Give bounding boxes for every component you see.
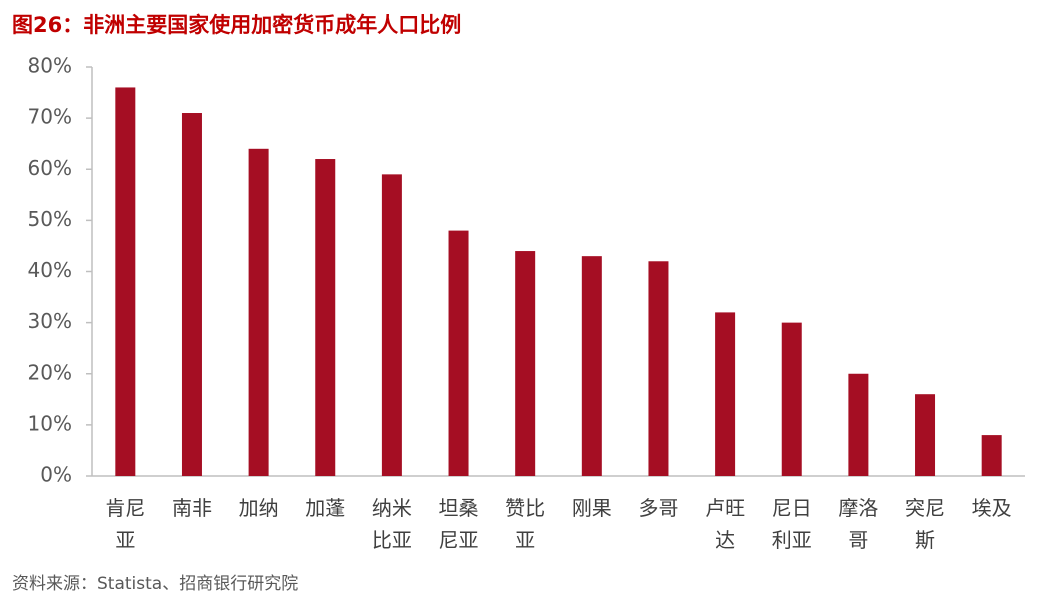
x-tick-label-line: 埃及	[972, 496, 1012, 520]
bar	[248, 148, 269, 477]
y-tick-label: 60%	[28, 156, 72, 180]
x-tick-label-line: 利亚	[772, 528, 812, 552]
x-tick-label-line: 刚果	[572, 496, 612, 520]
x-tick-label: 纳米比亚	[372, 496, 412, 552]
x-tick-label-line: 达	[715, 528, 735, 552]
x-tick-label-line: 南非	[172, 496, 212, 520]
x-tick-label-line: 亚	[515, 528, 535, 552]
y-tick-label: 70%	[28, 105, 72, 129]
x-tick-label: 埃及	[972, 496, 1012, 520]
x-tick-label-line: 肯尼	[105, 496, 145, 520]
x-tick-label: 加蓬	[305, 496, 345, 520]
x-tick-label: 刚果	[572, 496, 612, 520]
bar	[781, 322, 802, 476]
x-tick-label-line: 加蓬	[305, 496, 345, 520]
y-tick-label: 30%	[28, 309, 72, 333]
bar	[448, 230, 469, 476]
x-tick-label: 突尼斯	[905, 496, 945, 552]
x-tick-label-line: 坦桑	[439, 496, 479, 520]
source-note: 资料来源：Statista、招商银行研究院	[12, 574, 298, 594]
bar	[715, 312, 736, 476]
bar	[581, 256, 602, 476]
bar	[381, 174, 402, 477]
x-tick-label: 摩洛哥	[838, 496, 878, 552]
x-tick-label-line: 比亚	[372, 528, 412, 552]
chart-title: 图26：非洲主要国家使用加密货币成年人口比例	[12, 13, 461, 37]
y-tick-label: 20%	[28, 360, 72, 384]
x-tick-label: 加纳	[239, 496, 279, 520]
x-tick-label: 南非	[172, 496, 212, 520]
x-tick-label-line: 卢旺	[705, 496, 745, 520]
x-tick-label-line: 多哥	[638, 496, 678, 520]
x-tick-label-line: 赞比	[505, 496, 545, 520]
bar	[915, 394, 936, 476]
x-tick-label-line: 突尼	[905, 496, 945, 520]
x-tick-label-line: 亚	[115, 528, 135, 552]
x-tick-label: 多哥	[638, 496, 678, 520]
y-tick-label: 80%	[28, 54, 72, 78]
x-tick-label: 卢旺达	[705, 496, 745, 552]
x-tick-label-line: 摩洛	[838, 496, 878, 520]
x-tick-label-line: 加纳	[239, 496, 279, 520]
y-tick-label: 0%	[40, 463, 72, 487]
y-tick-label: 50%	[28, 207, 72, 231]
x-tick-label: 坦桑尼亚	[439, 496, 479, 552]
x-tick-label-line: 尼日	[772, 496, 812, 520]
bar	[515, 251, 536, 476]
x-tick-label-line: 尼亚	[439, 528, 479, 552]
x-tick-label: 尼日利亚	[772, 496, 812, 552]
x-tick-label-line: 哥	[848, 528, 868, 552]
bar	[315, 159, 336, 476]
y-tick-label: 10%	[28, 411, 72, 435]
bar	[115, 87, 136, 476]
y-tick-label: 40%	[28, 258, 72, 282]
bar	[981, 435, 1002, 476]
bar	[848, 373, 869, 476]
bar	[648, 261, 669, 476]
bar	[181, 113, 202, 476]
x-tick-label-line: 斯	[915, 528, 935, 552]
x-tick-label-line: 纳米	[372, 496, 412, 520]
x-tick-label: 肯尼亚	[105, 496, 145, 552]
x-tick-label: 赞比亚	[505, 496, 545, 552]
